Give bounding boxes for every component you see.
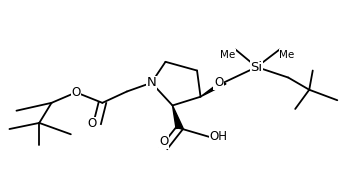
Text: Me: Me — [279, 50, 295, 60]
Text: Si: Si — [251, 61, 263, 74]
Text: O: O — [214, 76, 223, 89]
Text: N: N — [146, 76, 156, 89]
Text: Me: Me — [220, 50, 235, 60]
Polygon shape — [172, 105, 183, 128]
Text: OH: OH — [209, 130, 227, 143]
Text: O: O — [88, 117, 97, 130]
Text: O: O — [159, 135, 168, 148]
Polygon shape — [201, 82, 226, 97]
Text: O: O — [71, 86, 81, 99]
